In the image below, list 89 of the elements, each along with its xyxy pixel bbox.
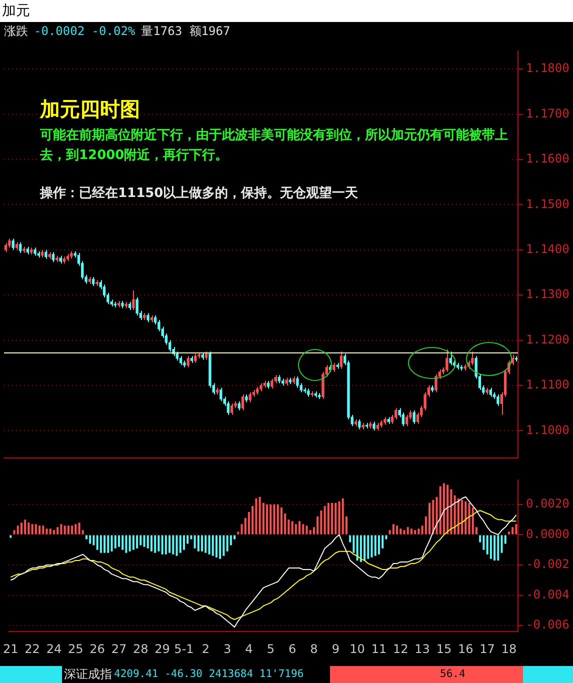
- candlestick: [146, 312, 150, 323]
- candlestick: [226, 400, 230, 416]
- candlestick: [220, 387, 222, 402]
- y-tick-label: 1.1300: [526, 287, 570, 302]
- candlestick: [92, 276, 95, 287]
- text: 涨跌: [4, 24, 28, 38]
- candlestick: [332, 362, 336, 372]
- x-tick-label: 5-1: [174, 642, 194, 656]
- candlestick: [402, 412, 404, 427]
- candlestick: [179, 356, 182, 366]
- candlestick: [44, 249, 48, 260]
- candlestick: [270, 378, 274, 390]
- candlestick: [238, 400, 240, 411]
- y-tick-label: 1.1700: [526, 106, 570, 120]
- y-tick-label: 1.1000: [526, 422, 570, 437]
- x-tick-label: 8: [310, 642, 318, 656]
- candlestick: [412, 410, 416, 424]
- x-tick-label: 16: [458, 642, 474, 656]
- candlestick: [176, 351, 178, 362]
- text: 可能在前期高位附近下行，由于此波非美可能没有到位，所以加元仍有可能被带上去，到12000附近，再行下行。: [40, 126, 510, 166]
- x-tick-label: 6: [288, 642, 296, 656]
- x-tick-label: 26: [90, 642, 105, 656]
- y-tick-label: -0.006: [526, 618, 570, 632]
- x-tick-label: 15: [436, 642, 452, 656]
- x-tick-label: 9: [332, 642, 340, 656]
- y-tick-label: -0.002: [526, 557, 570, 572]
- text: 量1763 额1967: [141, 24, 230, 38]
- x-tick-label: 25: [68, 642, 84, 656]
- candlestick: [446, 348, 448, 372]
- candlestick: [4, 242, 8, 253]
- candlestick: [296, 376, 299, 388]
- x-tick-label: 21: [3, 642, 18, 656]
- candlestick: [8, 238, 11, 248]
- x-tick-label: 3: [223, 642, 232, 656]
- candlestick: [158, 319, 160, 332]
- candlestick: [394, 408, 398, 420]
- x-tick-label: 28: [133, 642, 148, 656]
- candlestick: [248, 392, 252, 403]
- y-tick-label: 1.1800: [526, 61, 570, 76]
- y-tick-label: 0.0000: [526, 526, 570, 541]
- x-tick-label: 18: [501, 642, 517, 656]
- candlestick: [358, 418, 361, 430]
- candlestick: [19, 242, 22, 254]
- x-tick-label: 17: [480, 642, 495, 656]
- text: -0.0002 -0.02%: [34, 24, 136, 38]
- candlestick: [230, 403, 234, 416]
- y-tick-label: 1.1200: [526, 332, 570, 346]
- y-tick-label: 0.0020: [526, 496, 570, 511]
- x-tick-label: 27: [111, 642, 127, 656]
- x-tick-label: 29: [154, 642, 170, 656]
- candlestick: [136, 296, 138, 316]
- text: 加元: [2, 2, 30, 20]
- candlestick: [300, 382, 302, 393]
- x-tick-label: 2: [202, 642, 210, 656]
- x-tick-label: 10: [350, 642, 365, 656]
- candlestick: [390, 414, 394, 424]
- y-tick-label: 1.1100: [526, 378, 570, 392]
- x-tick-label: 22: [24, 642, 40, 656]
- text: 4209.41 -46.30 2413684 11'7196: [114, 667, 304, 682]
- x-tick-label: 24: [46, 642, 62, 656]
- y-tick-label: 1.1400: [526, 242, 570, 256]
- annotation: 操作：已经在11150以上做多的，保持。无仓观望一天: [40, 184, 358, 202]
- candlestick: [322, 371, 324, 400]
- candlestick: [372, 421, 376, 432]
- text: 深证成指: [64, 666, 112, 683]
- candlestick: [132, 290, 135, 310]
- x-tick-label: 4: [245, 642, 253, 656]
- candlestick: [52, 252, 55, 263]
- y-tick-label: 1.1600: [526, 152, 570, 166]
- y-tick-label: 1.1500: [526, 196, 570, 211]
- candlestick: [449, 351, 452, 366]
- candlestick: [489, 387, 492, 398]
- candlestick: [496, 394, 500, 406]
- candlestick: [194, 353, 197, 364]
- y-tick-label: -0.004: [526, 587, 570, 602]
- text: 56.4: [440, 667, 466, 682]
- x-tick-label: 5: [266, 642, 274, 656]
- x-tick-label: 12: [393, 642, 408, 656]
- candlestick: [416, 412, 420, 424]
- candlestick: [434, 374, 438, 393]
- x-tick-label: 11: [371, 642, 387, 656]
- text: 加元四时图: [40, 96, 140, 123]
- candlestick: [102, 284, 106, 298]
- candlestick: [12, 238, 14, 250]
- candlestick: [340, 351, 343, 370]
- candlestick: [471, 351, 474, 366]
- candlestick: [186, 356, 190, 368]
- candlestick: [241, 394, 244, 411]
- x-tick-label: 13: [414, 642, 430, 656]
